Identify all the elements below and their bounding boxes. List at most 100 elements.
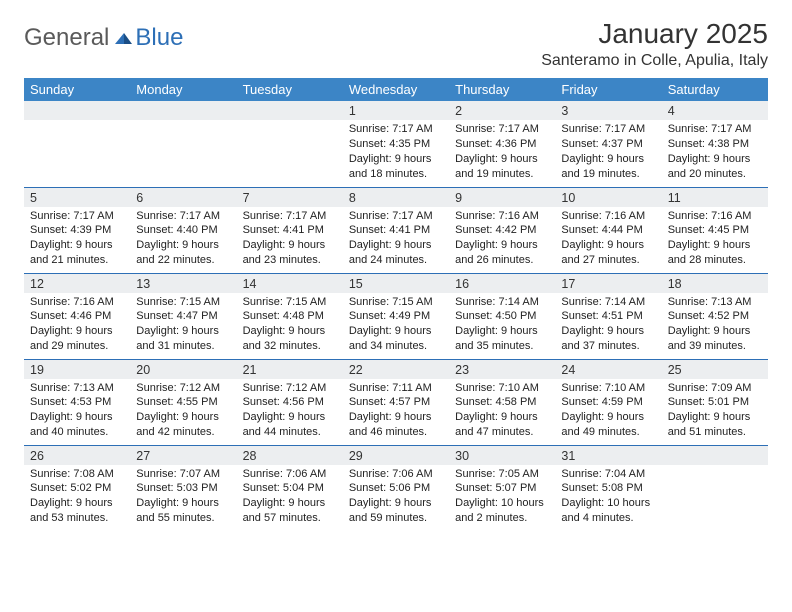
day-number: 31 [555, 446, 661, 465]
day-body: Sunrise: 7:16 AMSunset: 4:46 PMDaylight:… [24, 293, 130, 358]
sunrise-text: Sunrise: 7:17 AM [349, 122, 443, 137]
daylight-text: Daylight: 9 hours and 19 minutes. [455, 152, 549, 182]
day-number: 30 [449, 446, 555, 465]
sunset-text: Sunset: 4:46 PM [30, 309, 124, 324]
calendar-cell: 11Sunrise: 7:16 AMSunset: 4:45 PMDayligh… [662, 187, 768, 273]
calendar-cell: 3Sunrise: 7:17 AMSunset: 4:37 PMDaylight… [555, 101, 661, 187]
sunrise-text: Sunrise: 7:14 AM [455, 295, 549, 310]
sunrise-text: Sunrise: 7:09 AM [668, 381, 762, 396]
daylight-text: Daylight: 9 hours and 44 minutes. [243, 410, 337, 440]
sunset-text: Sunset: 4:48 PM [243, 309, 337, 324]
day-body: Sunrise: 7:12 AMSunset: 4:55 PMDaylight:… [130, 379, 236, 444]
day-body: Sunrise: 7:17 AMSunset: 4:41 PMDaylight:… [343, 207, 449, 272]
day-body: Sunrise: 7:16 AMSunset: 4:42 PMDaylight:… [449, 207, 555, 272]
sunrise-text: Sunrise: 7:05 AM [455, 467, 549, 482]
sunrise-text: Sunrise: 7:13 AM [668, 295, 762, 310]
sunset-text: Sunset: 5:08 PM [561, 481, 655, 496]
sunrise-text: Sunrise: 7:11 AM [349, 381, 443, 396]
day-body: Sunrise: 7:15 AMSunset: 4:48 PMDaylight:… [237, 293, 343, 358]
calendar-cell: 29Sunrise: 7:06 AMSunset: 5:06 PMDayligh… [343, 445, 449, 531]
daylight-text: Daylight: 9 hours and 27 minutes. [561, 238, 655, 268]
day-body: Sunrise: 7:14 AMSunset: 4:50 PMDaylight:… [449, 293, 555, 358]
calendar-cell: 6Sunrise: 7:17 AMSunset: 4:40 PMDaylight… [130, 187, 236, 273]
day-number: 10 [555, 188, 661, 207]
calendar-cell: 8Sunrise: 7:17 AMSunset: 4:41 PMDaylight… [343, 187, 449, 273]
sunrise-text: Sunrise: 7:16 AM [561, 209, 655, 224]
day-number: 12 [24, 274, 130, 293]
sunrise-text: Sunrise: 7:17 AM [668, 122, 762, 137]
sunset-text: Sunset: 4:50 PM [455, 309, 549, 324]
daylight-text: Daylight: 10 hours and 2 minutes. [455, 496, 549, 526]
calendar-cell: 5Sunrise: 7:17 AMSunset: 4:39 PMDaylight… [24, 187, 130, 273]
sunset-text: Sunset: 4:49 PM [349, 309, 443, 324]
day-number: 29 [343, 446, 449, 465]
day-body: Sunrise: 7:14 AMSunset: 4:51 PMDaylight:… [555, 293, 661, 358]
day-body: Sunrise: 7:08 AMSunset: 5:02 PMDaylight:… [24, 465, 130, 530]
calendar-cell: 18Sunrise: 7:13 AMSunset: 4:52 PMDayligh… [662, 273, 768, 359]
sunrise-text: Sunrise: 7:17 AM [243, 209, 337, 224]
day-number: 24 [555, 360, 661, 379]
calendar-cell: 28Sunrise: 7:06 AMSunset: 5:04 PMDayligh… [237, 445, 343, 531]
brand-part1: General [24, 24, 109, 52]
sunset-text: Sunset: 4:47 PM [136, 309, 230, 324]
calendar-week-row: 19Sunrise: 7:13 AMSunset: 4:53 PMDayligh… [24, 359, 768, 445]
daylight-text: Daylight: 9 hours and 23 minutes. [243, 238, 337, 268]
calendar-cell [237, 101, 343, 187]
day-number: 23 [449, 360, 555, 379]
day-header: Monday [130, 78, 236, 101]
calendar-cell: 23Sunrise: 7:10 AMSunset: 4:58 PMDayligh… [449, 359, 555, 445]
sunset-text: Sunset: 4:38 PM [668, 137, 762, 152]
calendar-cell: 10Sunrise: 7:16 AMSunset: 4:44 PMDayligh… [555, 187, 661, 273]
day-number: 21 [237, 360, 343, 379]
sunset-text: Sunset: 4:42 PM [455, 223, 549, 238]
day-body: Sunrise: 7:10 AMSunset: 4:59 PMDaylight:… [555, 379, 661, 444]
day-number: 22 [343, 360, 449, 379]
day-number: 16 [449, 274, 555, 293]
calendar-cell: 1Sunrise: 7:17 AMSunset: 4:35 PMDaylight… [343, 101, 449, 187]
sunrise-text: Sunrise: 7:17 AM [561, 122, 655, 137]
calendar-cell: 25Sunrise: 7:09 AMSunset: 5:01 PMDayligh… [662, 359, 768, 445]
day-number: 27 [130, 446, 236, 465]
sunset-text: Sunset: 5:02 PM [30, 481, 124, 496]
calendar-cell: 30 Sunrise: 7:05 AMSunset: 5:07 PMDayligh… [449, 445, 555, 531]
daylight-text: Daylight: 9 hours and 42 minutes. [136, 410, 230, 440]
daylight-text: Daylight: 9 hours and 37 minutes. [561, 324, 655, 354]
sunrise-text: Sunrise: 7:10 AM [561, 381, 655, 396]
day-body: Sunrise: 7:16 AMSunset: 4:44 PMDaylight:… [555, 207, 661, 272]
sunset-text: Sunset: 5:07 PM [455, 481, 549, 496]
page-header: General Blue January 2025 Santeramo in C… [24, 18, 768, 70]
sunrise-text: Sunrise: 7:15 AM [243, 295, 337, 310]
calendar-cell: 12Sunrise: 7:16 AMSunset: 4:46 PMDayligh… [24, 273, 130, 359]
sunrise-text: Sunrise: 7:14 AM [561, 295, 655, 310]
day-number [130, 101, 236, 120]
sunrise-text: Sunrise: 7:06 AM [349, 467, 443, 482]
sunrise-text: Sunrise: 7:17 AM [455, 122, 549, 137]
day-body: Sunrise: 7:16 AMSunset: 4:45 PMDaylight:… [662, 207, 768, 272]
sunset-text: Sunset: 4:51 PM [561, 309, 655, 324]
day-number [24, 101, 130, 120]
sunrise-text: Sunrise: 7:16 AM [668, 209, 762, 224]
sunset-text: Sunset: 5:03 PM [136, 481, 230, 496]
sunset-text: Sunset: 4:40 PM [136, 223, 230, 238]
day-body: Sunrise: 7:06 AMSunset: 5:04 PMDaylight:… [237, 465, 343, 530]
day-number: 20 [130, 360, 236, 379]
day-body: Sunrise: 7:13 AMSunset: 4:52 PMDaylight:… [662, 293, 768, 358]
day-number: 26 [24, 446, 130, 465]
daylight-text: Daylight: 9 hours and 35 minutes. [455, 324, 549, 354]
day-body: Sunrise: 7:17 AMSunset: 4:36 PMDaylight:… [449, 120, 555, 185]
day-header: Saturday [662, 78, 768, 101]
day-number: 4 [662, 101, 768, 120]
day-number: 2 [449, 101, 555, 120]
month-title: January 2025 [541, 18, 768, 50]
sunset-text: Sunset: 4:35 PM [349, 137, 443, 152]
calendar-cell: 14Sunrise: 7:15 AMSunset: 4:48 PMDayligh… [237, 273, 343, 359]
daylight-text: Daylight: 9 hours and 57 minutes. [243, 496, 337, 526]
sunset-text: Sunset: 4:39 PM [30, 223, 124, 238]
sunset-text: Sunset: 5:04 PM [243, 481, 337, 496]
daylight-text: Daylight: 9 hours and 34 minutes. [349, 324, 443, 354]
daylight-text: Daylight: 9 hours and 24 minutes. [349, 238, 443, 268]
daylight-text: Daylight: 9 hours and 59 minutes. [349, 496, 443, 526]
calendar-cell: 27Sunrise: 7:07 AMSunset: 5:03 PMDayligh… [130, 445, 236, 531]
day-header: Sunday [24, 78, 130, 101]
brand-logo: General Blue [24, 24, 183, 52]
